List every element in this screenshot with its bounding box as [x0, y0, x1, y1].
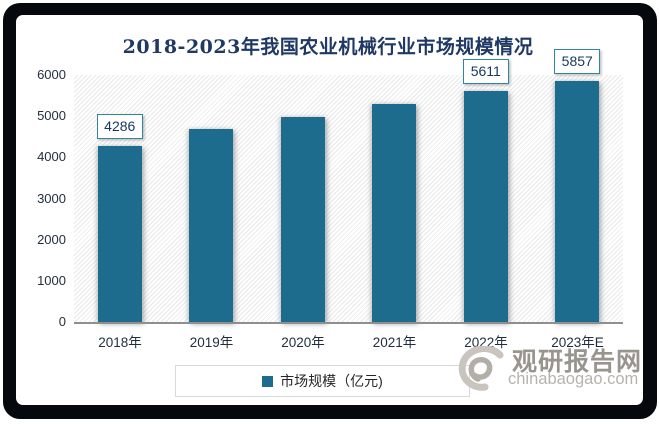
y-axis-label: 6000: [37, 67, 66, 82]
x-axis-label: 2020年: [281, 335, 325, 350]
x-axis-label: 2021年: [372, 335, 417, 350]
bar-3: [280, 117, 325, 322]
y-axis-label: 3000: [37, 190, 66, 206]
watermark-domain: chinabaogao.com: [508, 370, 639, 388]
x-axis-label: 2023年E: [551, 335, 604, 350]
swirl-logo-icon: [458, 345, 510, 397]
y-axis-label: 1000: [37, 272, 66, 288]
watermark-name: 观研报告网: [512, 348, 643, 376]
legend-swatch-icon: [262, 375, 274, 387]
plot-area: [74, 75, 623, 322]
bar-1: [97, 145, 142, 322]
x-axis-label: 2018年: [98, 335, 142, 350]
y-axis-label: 4000: [37, 149, 66, 165]
chart-title: 2018-2023年我国农业机械行业市场规模情况: [122, 36, 534, 58]
watermark: 观研报告网 chinabaogao.com: [458, 342, 643, 394]
bar-6: [555, 80, 600, 322]
y-axis-label: 5000: [37, 108, 66, 124]
legend-label: 市场规模（亿元): [280, 373, 383, 389]
y-axis-label: 2000: [37, 231, 66, 247]
x-axis-label: 2019年: [189, 335, 234, 350]
legend-box: 市场规模（亿元): [175, 365, 470, 397]
y-axis-label: 0: [58, 314, 66, 329]
x-axis-label: 2022年: [464, 335, 508, 350]
bar-5: [463, 91, 508, 322]
bar-4: [372, 103, 417, 322]
value-label-box: 5857: [554, 48, 601, 74]
value-label-box: 4286: [96, 113, 143, 139]
x-axis-line: [74, 322, 623, 324]
bar-2: [189, 128, 234, 322]
value-label-box: 5611: [462, 59, 509, 84]
